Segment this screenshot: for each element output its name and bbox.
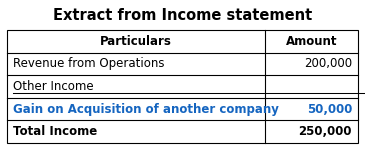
Text: Total Income: Total Income <box>13 125 97 138</box>
Text: Other Income: Other Income <box>13 80 94 93</box>
Bar <box>7 30 358 143</box>
Text: 50,000: 50,000 <box>307 103 352 116</box>
Text: 250,000: 250,000 <box>299 125 352 138</box>
Text: Gain on Acquisition of another company: Gain on Acquisition of another company <box>13 103 279 116</box>
Text: 200,000: 200,000 <box>304 57 352 70</box>
Text: Amount: Amount <box>286 35 337 48</box>
Text: Extract from Income statement: Extract from Income statement <box>53 8 312 23</box>
Text: Revenue from Operations: Revenue from Operations <box>13 57 165 70</box>
Text: Particulars: Particulars <box>100 35 172 48</box>
